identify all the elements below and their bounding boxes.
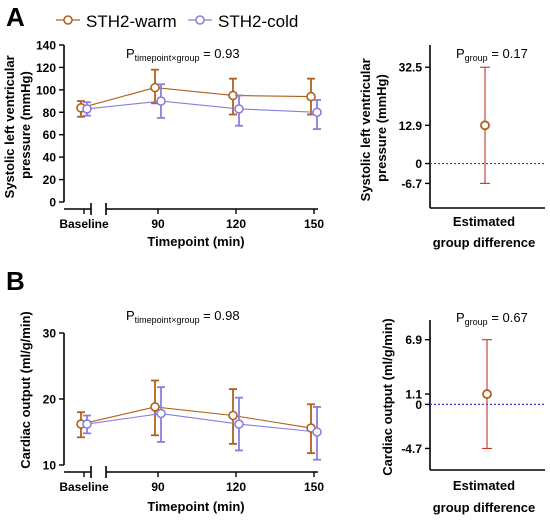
panel-a-diff-y-tick-label: 0 — [415, 157, 422, 171]
panel-b-x-tick-label: 120 — [226, 480, 246, 494]
panel-a-diff-ylabel-line-2: pressure (mmHg) — [374, 74, 389, 182]
panel-a-diff-y-tick-label: 12.9 — [399, 119, 423, 133]
panel-a-diff-y-tick-label: -6.7 — [401, 177, 422, 191]
panel-a-series-line-sth2-cold — [86, 100, 318, 113]
panel-b-diff-xlabel-line-1: Estimated — [453, 478, 515, 493]
panel-a-point-sth2-cold — [156, 96, 166, 106]
legend: STH2-warm STH2-cold — [56, 12, 298, 31]
panel-a-xlabel: Timepoint (min) — [147, 234, 244, 249]
panel-b-diff-ylabel: Cardiac output (ml/g/min) — [380, 318, 395, 475]
panel-b-xlabel: Timepoint (min) — [147, 499, 244, 514]
panel-b-point-sth2-cold — [312, 427, 322, 437]
p-prefix: P — [456, 310, 465, 325]
p-subscript: timepoint×group — [135, 315, 200, 325]
p-prefix: P — [126, 308, 135, 323]
panel-b-series-line-sth2-warm — [80, 406, 312, 429]
panel-letter-b: B — [6, 266, 25, 296]
panel-a-point-sth2-cold — [234, 104, 244, 114]
panel-a-y-tick-label: 100 — [36, 83, 56, 97]
panel-a-ylabel: Systolic left ventricular pressure (mmHg… — [2, 52, 33, 199]
panel-a-y-tick-label: 0 — [49, 196, 56, 210]
panel-a-difference-plot: Systolic left ventricular pressure (mmHg… — [358, 45, 545, 250]
legend-label-cold: STH2-cold — [218, 12, 298, 31]
panel-b-ylabel: Cardiac output (ml/g/min) — [18, 311, 33, 468]
legend-item-warm: STH2-warm — [56, 12, 177, 31]
panel-b-diff-y-tick-label: -4.7 — [401, 442, 422, 456]
panel-b-point-sth2-warm — [228, 410, 238, 421]
panel-a-x-tick-label: 120 — [226, 217, 246, 231]
panel-b-point-sth2-cold — [82, 419, 92, 429]
legend-label-warm: STH2-warm — [86, 12, 177, 31]
panel-b-diff-xlabel-line-2: group difference — [433, 500, 536, 515]
panel-a-x-tick-label: 150 — [304, 217, 324, 231]
panel-a-p-group: Pgroup = 0.17 — [456, 46, 528, 63]
panel-a-p-interaction: Ptimepoint×group = 0.93 — [126, 46, 240, 63]
panel-b-main-plot: Cardiac output (ml/g/min) Ptimepoint×gro… — [18, 308, 324, 514]
panel-b-x-tick-label: 90 — [151, 480, 165, 494]
panel-a-main-plot: Systolic left ventricular pressure (mmHg… — [2, 39, 324, 250]
panel-b-diff-y-tick-label: 0 — [415, 398, 422, 412]
panel-a-y-tick-label: 20 — [43, 173, 57, 187]
panel-a-diff-estimate-point — [480, 120, 490, 131]
panel-b-point-sth2-cold — [234, 419, 244, 429]
p-value: = 0.17 — [488, 46, 528, 61]
legend-marker-cold — [195, 15, 205, 25]
panel-b-p-interaction: Ptimepoint×group = 0.98 — [126, 308, 240, 325]
panel-a-point-sth2-cold — [82, 104, 92, 114]
p-subscript: timepoint×group — [135, 53, 200, 63]
panel-b-diff-estimate-point — [482, 389, 492, 399]
panel-b-y-tick-label: 20 — [43, 393, 57, 407]
panel-a-point-sth2-warm — [306, 91, 316, 102]
panel-b-y-tick-label: 30 — [43, 327, 57, 341]
p-subscript: group — [465, 53, 488, 63]
p-prefix: P — [456, 46, 465, 61]
panel-a-point-sth2-warm — [150, 82, 160, 93]
p-value: = 0.67 — [488, 310, 528, 325]
legend-item-cold: STH2-cold — [188, 12, 298, 31]
panel-b-diff-y-tick-label: 1.1 — [405, 388, 422, 402]
panel-a-y-tick-label: 40 — [43, 151, 57, 165]
panel-a-diff-ylabel-line-1: Systolic left ventricular — [358, 58, 373, 201]
panel-a-x-tick-label: Baseline — [59, 217, 109, 231]
panel-a-diff-y-tick-label: 32.5 — [399, 61, 423, 75]
panel-a-series-line-sth2-warm — [80, 87, 312, 109]
panel-a-ylabel-line-2: pressure (mmHg) — [18, 71, 33, 179]
legend-marker-warm — [63, 15, 73, 25]
panel-a-y-tick-label: 80 — [43, 106, 57, 120]
panel-b-series-line-sth2-cold — [86, 412, 318, 433]
p-prefix: P — [126, 46, 135, 61]
panel-b-x-tick-label: 150 — [304, 480, 324, 494]
panel-b-p-group: Pgroup = 0.67 — [456, 310, 528, 327]
panel-a-y-tick-label: 120 — [36, 61, 56, 75]
p-subscript: group — [465, 317, 488, 327]
panel-a-y-tick-label: 60 — [43, 128, 57, 142]
panel-a-x-tick-label: 90 — [151, 217, 165, 231]
panel-a-ylabel-line-1: Systolic left ventricular — [2, 55, 17, 198]
panel-a-y-tick-label: 140 — [36, 39, 56, 53]
panel-a-diff-xlabel-line-2: group difference — [433, 235, 536, 250]
panel-a-diff-ylabel: Systolic left ventricular pressure (mmHg… — [358, 55, 389, 202]
panel-letter-a: A — [6, 2, 25, 32]
panel-b-difference-plot: Cardiac output (ml/g/min) Pgroup = 0.67 … — [380, 310, 545, 515]
panel-b-point-sth2-cold — [156, 408, 166, 419]
panel-a-point-sth2-cold — [312, 107, 322, 118]
panel-b-x-tick-label: Baseline — [59, 480, 109, 494]
panel-b-point-sth2-warm — [150, 402, 160, 412]
panel-b-y-tick-label: 10 — [43, 459, 57, 473]
p-value: = 0.93 — [199, 46, 239, 61]
p-value: = 0.98 — [199, 308, 239, 323]
panel-a-diff-xlabel-line-1: Estimated — [453, 214, 515, 229]
panel-b-diff-y-tick-label: 6.9 — [405, 333, 422, 347]
